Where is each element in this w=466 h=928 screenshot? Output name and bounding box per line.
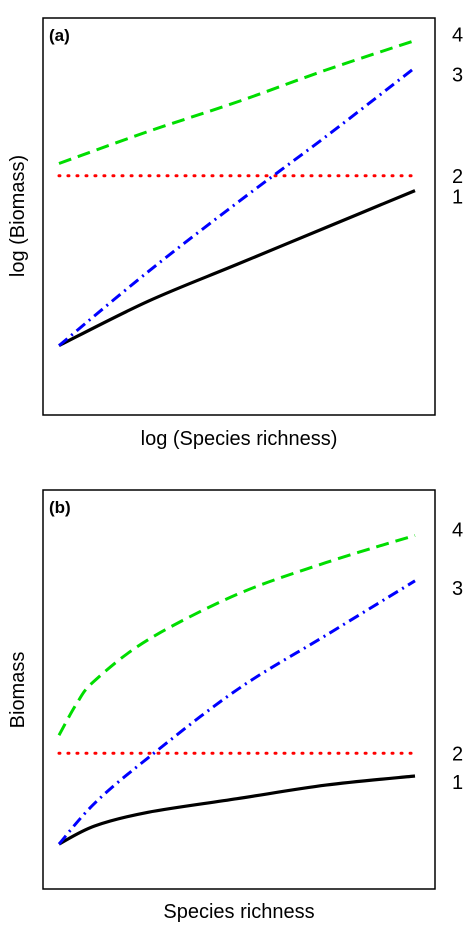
panel-b: (b) Biomass Species richness 1 2 3 4 (7, 489, 463, 923)
series-line-4 (58, 39, 416, 165)
curve-label-3: 3 (452, 65, 463, 87)
series-line-3 (57, 579, 416, 846)
panel-a: (a) log (Biomass) log (Species richness)… (7, 17, 463, 450)
plot-frame (42, 489, 436, 890)
curve-label-layer: 12 3 4 (452, 25, 463, 209)
y-axis-label: Biomass (7, 652, 29, 729)
curve-label-layer: 1 2 3 4 (452, 519, 463, 794)
panel-label: (a) (49, 26, 70, 45)
curve-label-3: 3 (452, 578, 463, 600)
curve-label-1: 1 (452, 772, 463, 794)
x-axis-label: log (Species richness) (141, 428, 338, 450)
panel-label: (b) (49, 498, 71, 517)
series-line-4 (57, 533, 416, 736)
curve-label-4: 4 (452, 519, 463, 541)
curve-label-2: 2 (452, 166, 463, 188)
series-line-1 (58, 774, 416, 846)
curve-label-4: 4 (452, 25, 463, 47)
series-layer (57, 39, 417, 348)
series-layer (57, 533, 417, 846)
x-axis-label: Species richness (163, 901, 314, 923)
plot-frame (42, 17, 436, 416)
curve-label-2: 2 (452, 743, 463, 765)
series-line-3 (58, 66, 416, 347)
series-line-1 (58, 189, 416, 348)
y-axis-label: log (Biomass) (7, 155, 29, 277)
curve-label-1: 1 (452, 187, 463, 209)
